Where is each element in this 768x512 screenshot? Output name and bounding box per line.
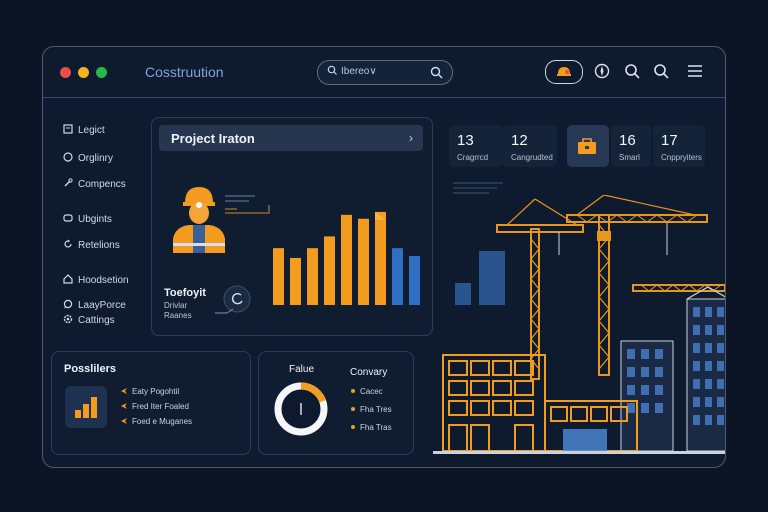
search-text: Ibereo∨	[341, 66, 377, 77]
sidebar-item-retelions[interactable]: Retelions	[63, 239, 120, 255]
positions-title: Posslilers	[64, 363, 116, 375]
sidebar-item-label: LaayPorce	[78, 300, 126, 311]
progress-donut	[274, 382, 328, 436]
toolbox-icon	[578, 138, 596, 154]
minimize-button[interactable]	[78, 67, 89, 78]
arrow-icon	[121, 388, 127, 394]
legend-label: Fha Tras	[360, 423, 392, 432]
sidebar-item-label: Ubgints	[78, 214, 112, 225]
sidebar-item-compencs[interactable]: Compencs	[63, 178, 126, 194]
chat-icon	[63, 299, 73, 309]
bar	[307, 248, 318, 305]
refresh-icon[interactable]	[213, 284, 255, 318]
stat-value: 13	[457, 132, 474, 149]
bar-chart-icon	[75, 397, 97, 418]
bar	[290, 257, 301, 305]
stat-tile[interactable]	[567, 125, 609, 167]
project-title: Project Iraton	[171, 131, 255, 146]
bar	[358, 218, 369, 305]
list-item[interactable]: Fred Iter Foaled	[121, 402, 189, 411]
close-button[interactable]	[60, 67, 71, 78]
worker-sub-2: Raanes	[164, 311, 192, 320]
legend-item: Fha Tres	[351, 405, 392, 414]
project-bar-chart	[273, 211, 420, 305]
helmet-badge-icon	[557, 67, 571, 76]
legend-item: Cacec	[351, 387, 383, 396]
worker-label: Toefoyit	[164, 287, 206, 299]
sidebar-item-label: Retelions	[78, 240, 120, 251]
construction-illustration	[433, 195, 725, 454]
positions-chart-tile[interactable]	[65, 386, 107, 428]
bar-cap	[375, 211, 386, 220]
sidebar-item-laayporce[interactable]: LaayPorce	[63, 299, 126, 315]
compass-icon[interactable]	[594, 63, 610, 79]
arrow-icon	[121, 418, 127, 424]
wrench-icon	[64, 178, 73, 187]
list-item[interactable]: Eaty Pogohtil	[121, 387, 179, 396]
list-item-label: Fred Iter Foaled	[132, 402, 189, 411]
sidebar-item-orglinry[interactable]: Orglinry	[63, 152, 113, 168]
list-item[interactable]: Foed e Muganes	[121, 417, 192, 426]
maximize-button[interactable]	[96, 67, 107, 78]
bar	[375, 211, 386, 305]
list-item-label: Foed e Muganes	[132, 417, 193, 426]
stat-tile[interactable]: 16 Smarl	[611, 125, 651, 167]
worker-avatar	[173, 187, 225, 253]
worker-sub-1: Drivlar	[164, 301, 188, 310]
search-icon	[327, 65, 337, 75]
worker-callout	[225, 195, 270, 214]
bar	[324, 236, 335, 305]
gear-icon	[63, 314, 73, 324]
stat-tile[interactable]: 13 Cragrrcd	[449, 125, 503, 167]
bar	[341, 214, 352, 305]
bar	[409, 256, 420, 305]
stat-label: Cangrudted	[511, 153, 553, 162]
sidebar-item-ubgints[interactable]: Ubgints	[63, 213, 112, 229]
stat-label: Cragrrcd	[457, 153, 489, 162]
menu-icon[interactable]	[687, 63, 703, 79]
app-title: Cosstruution	[145, 64, 224, 80]
decorative-lines	[453, 182, 503, 194]
legend-label: Fha Tres	[360, 405, 392, 414]
sidebar-item-label: Legict	[78, 125, 105, 136]
home-icon	[63, 274, 73, 284]
sidebar-item-label: Compencs	[78, 179, 126, 190]
chevron-right-icon: ›	[409, 131, 413, 145]
stat-label: Cnppryiters	[661, 153, 702, 162]
project-header-button[interactable]: Project Iraton ›	[159, 125, 423, 151]
search-icon[interactable]	[653, 63, 669, 79]
stat-tile[interactable]: 12 Cangrudted	[503, 125, 557, 167]
refresh-icon	[64, 239, 72, 248]
progress-title: Falue	[289, 364, 315, 375]
arrow-icon	[121, 403, 127, 409]
document-icon	[63, 124, 73, 134]
sidebar-item-legict[interactable]: Legict	[63, 124, 105, 140]
sidebar-item-hoodsetion[interactable]: Hoodsetion	[63, 274, 129, 290]
bar	[273, 248, 284, 305]
stat-value: 16	[619, 132, 636, 149]
sidebar-item-label: Hoodsetion	[78, 275, 129, 286]
legend-item: Fha Tras	[351, 423, 392, 432]
bar	[392, 248, 403, 305]
list-item-label: Eaty Pogohtil	[132, 387, 180, 396]
sidebar-item-label: Orglinry	[78, 153, 114, 164]
title-bar: Cosstruution Ibereo∨	[43, 47, 725, 98]
donut-arc	[274, 382, 328, 436]
stack-icon	[63, 214, 73, 222]
search-icon[interactable]	[624, 63, 640, 79]
stat-value: 12	[511, 132, 528, 149]
legend-label: Cacec	[360, 387, 383, 396]
search-icon[interactable]	[430, 66, 443, 79]
app-window: Cosstruution Ibereo∨ Legict Orglinry Com…	[42, 46, 726, 468]
stat-value: 17	[661, 132, 678, 149]
circle-icon	[63, 152, 73, 162]
stat-tile[interactable]: 17 Cnppryiters	[653, 125, 705, 167]
stat-label: Smarl	[619, 153, 640, 162]
sidebar-item-label: Cattings	[78, 315, 115, 326]
sidebar-item-cattings[interactable]: Cattings	[63, 314, 115, 330]
user-badge-button[interactable]	[545, 60, 583, 84]
search-input[interactable]: Ibereo∨	[317, 60, 453, 85]
company-title: Convary	[350, 367, 388, 378]
